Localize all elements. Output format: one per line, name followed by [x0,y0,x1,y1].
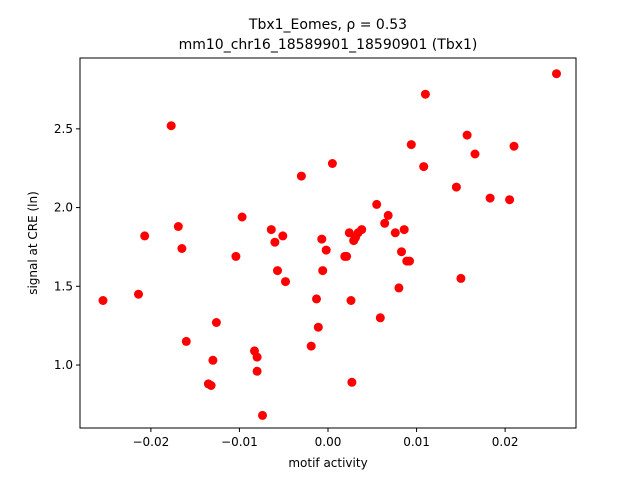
y-tick-label: 2.0 [54,201,73,215]
x-axis-label: motif activity [288,456,367,470]
data-point [419,162,429,172]
x-tick-label: −0.02 [132,435,169,449]
chart-subtitle: mm10_chr16_18589901_18590901 (Tbx1) [179,37,478,53]
x-tick-label: −0.01 [221,435,258,449]
data-point [321,245,331,255]
data-point [98,296,108,305]
data-point [296,171,306,181]
data-point [281,277,290,287]
chart-title: Tbx1_Eomes, ρ = 0.53 [248,17,407,33]
data-point [372,199,382,209]
x-axis: −0.02 −0.01 0.00 0.01 0.02 [132,428,519,449]
data-point [470,149,480,159]
data-point [208,355,218,365]
data-point [140,231,150,241]
data-point [399,225,409,235]
data-point [505,195,515,205]
data-point [252,366,262,376]
data-point [273,266,282,276]
data-point [173,222,183,231]
data-point [306,341,316,351]
y-axis: 1.0 1.5 2.0 2.5 [54,122,80,372]
data-point [347,377,357,387]
data-point [177,244,187,253]
data-point [456,273,466,283]
data-point [375,313,385,323]
data-point [405,256,414,266]
data-point [317,234,327,244]
data-point [552,69,561,79]
data-point [258,410,267,420]
points-layer [98,69,561,420]
data-point [313,322,323,332]
data-point [237,212,247,222]
data-point [397,247,406,257]
data-point [357,225,367,235]
plot-area [80,58,576,428]
data-point [270,237,280,247]
data-point [451,182,461,192]
data-point [380,218,390,228]
y-tick-label: 2.5 [54,122,73,136]
data-point [406,140,416,150]
data-point [231,251,241,261]
data-point [420,89,430,99]
data-point [134,289,143,299]
data-point [485,193,495,203]
data-point [203,379,213,389]
data-point [346,296,356,305]
data-point [394,283,404,293]
data-point [278,231,288,241]
x-tick-label: 0.00 [315,435,342,449]
x-tick-label: 0.01 [403,435,430,449]
y-axis-label: signal at CRE (ln) [26,191,40,295]
data-point [211,318,221,327]
y-tick-label: 1.5 [54,279,73,293]
data-point [509,141,519,151]
data-point [344,228,354,238]
data-point [342,251,352,261]
data-point [266,225,276,235]
data-point [312,294,321,304]
data-point [462,130,472,140]
data-point [181,336,191,346]
data-point [252,352,262,362]
data-point [166,121,176,131]
x-tick-label: 0.02 [492,435,519,449]
data-point [327,159,337,168]
data-point [383,210,393,220]
data-point [318,266,328,276]
data-point [390,228,400,238]
y-tick-label: 1.0 [54,358,73,372]
